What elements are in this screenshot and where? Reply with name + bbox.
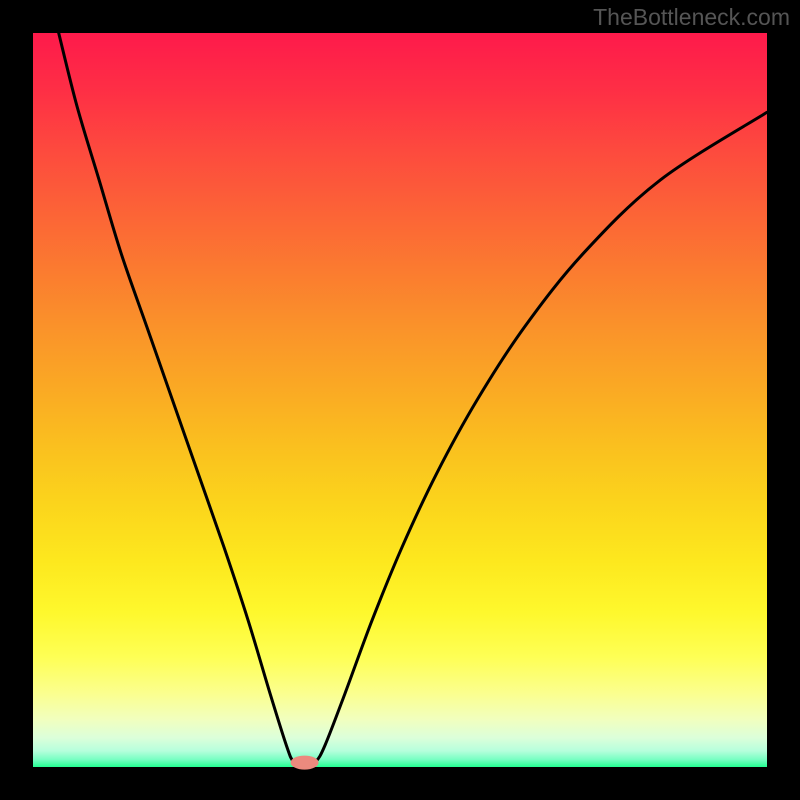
minimum-marker: [291, 756, 319, 770]
watermark-text: TheBottleneck.com: [593, 4, 790, 31]
plot-background-gradient: [33, 33, 767, 767]
chart-svg: [0, 0, 800, 800]
chart-container: TheBottleneck.com: [0, 0, 800, 800]
